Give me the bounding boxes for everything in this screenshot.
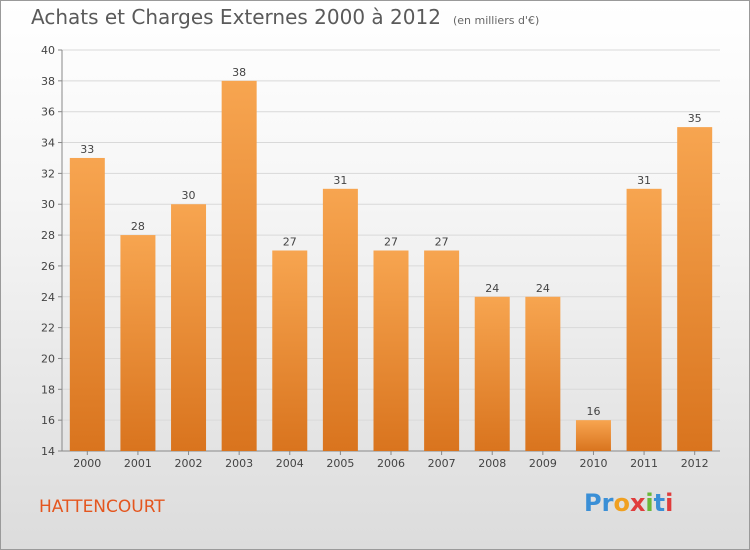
data-label: 27 bbox=[283, 236, 297, 249]
logo-letter: i bbox=[645, 489, 654, 517]
bar bbox=[525, 296, 561, 451]
logo-letter: o bbox=[613, 489, 630, 517]
y-tick-label: 24 bbox=[41, 291, 55, 304]
data-label: 31 bbox=[333, 174, 347, 187]
data-label: 27 bbox=[384, 236, 398, 249]
x-tick-label: 2000 bbox=[73, 457, 101, 470]
y-tick-label: 30 bbox=[41, 198, 55, 211]
bar bbox=[677, 127, 713, 451]
data-label: 38 bbox=[232, 66, 246, 79]
data-label: 35 bbox=[688, 112, 702, 125]
x-tick-label: 2012 bbox=[681, 457, 709, 470]
bar bbox=[474, 296, 510, 451]
x-tick-label: 2011 bbox=[630, 457, 658, 470]
y-tick-label: 28 bbox=[41, 229, 55, 242]
y-tick-label: 36 bbox=[41, 106, 55, 119]
commune-name: HATTENCOURT bbox=[39, 497, 165, 517]
x-tick-label: 2001 bbox=[124, 457, 152, 470]
y-tick-label: 26 bbox=[41, 260, 55, 273]
x-tick-label: 2007 bbox=[428, 457, 456, 470]
bar bbox=[69, 157, 105, 451]
proxiti-logo: Proxiti bbox=[584, 489, 673, 517]
logo-letter: x bbox=[629, 489, 646, 517]
bar bbox=[272, 250, 308, 451]
x-tick-label: 2006 bbox=[377, 457, 405, 470]
logo-letter: r bbox=[601, 489, 614, 517]
x-tick-label: 2010 bbox=[579, 457, 607, 470]
x-tick-label: 2004 bbox=[276, 457, 304, 470]
y-tick-label: 22 bbox=[41, 322, 55, 335]
data-label: 28 bbox=[131, 220, 145, 233]
logo-letter: P bbox=[584, 489, 602, 517]
bar bbox=[424, 250, 460, 451]
y-tick-label: 16 bbox=[41, 414, 55, 427]
data-label: 16 bbox=[586, 405, 600, 418]
y-tick-label: 18 bbox=[41, 383, 55, 396]
x-tick-label: 2003 bbox=[225, 457, 253, 470]
y-tick-label: 20 bbox=[41, 352, 55, 365]
chart-subtitle: (en milliers d'€) bbox=[452, 14, 540, 27]
x-tick-label: 2002 bbox=[175, 457, 203, 470]
x-tick-label: 2009 bbox=[529, 457, 557, 470]
y-tick-label: 40 bbox=[41, 44, 55, 57]
y-tick-label: 38 bbox=[41, 75, 55, 88]
y-tick-label: 32 bbox=[41, 167, 55, 180]
data-label: 24 bbox=[536, 282, 550, 295]
data-label: 24 bbox=[485, 282, 499, 295]
data-label: 27 bbox=[435, 236, 449, 249]
logo-letter: t bbox=[653, 489, 666, 517]
x-tick-label: 2008 bbox=[478, 457, 506, 470]
logo-letter: i bbox=[665, 489, 674, 517]
bar bbox=[171, 204, 207, 451]
bar bbox=[322, 188, 358, 452]
chart-title-text: Achats et Charges Externes 2000 à 2012 bbox=[31, 5, 441, 29]
data-label: 31 bbox=[637, 174, 651, 187]
bar bbox=[120, 235, 156, 451]
bar bbox=[373, 250, 409, 451]
chart-title: Achats et Charges Externes 2000 à 2012 (e… bbox=[31, 5, 539, 29]
data-label: 33 bbox=[80, 143, 94, 156]
y-tick-label: 34 bbox=[41, 137, 55, 150]
y-tick-label: 14 bbox=[41, 445, 55, 458]
data-label: 30 bbox=[182, 189, 196, 202]
bar bbox=[575, 420, 611, 451]
bar bbox=[626, 188, 662, 452]
x-tick-label: 2005 bbox=[326, 457, 354, 470]
bar bbox=[221, 80, 257, 451]
